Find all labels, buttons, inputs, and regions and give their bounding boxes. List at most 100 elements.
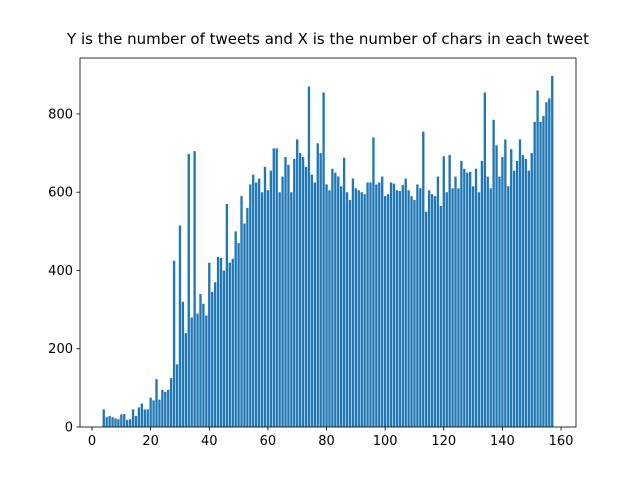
bar [278,192,281,427]
chart-title: Y is the number of tweets and X is the n… [66,30,589,48]
bar [457,188,460,427]
bar [199,293,202,427]
bar [111,417,114,427]
bar [463,168,466,427]
bar [187,153,190,427]
bar [196,313,199,427]
bar [507,186,510,427]
bar [158,399,161,427]
bar [383,196,387,427]
bar [202,303,205,427]
bar [378,182,381,427]
x-tick-label: 60 [260,434,277,449]
bar [354,188,358,427]
bar [360,192,363,427]
bar [504,139,507,428]
bar [310,174,314,427]
bar [281,176,284,427]
bar [366,182,369,427]
bar [307,86,311,427]
bar [213,282,217,427]
y-tick-label: 400 [48,264,73,279]
bar [296,139,299,428]
x-tick-label: 100 [373,434,398,449]
bar [527,170,530,427]
bar [489,188,492,427]
bar [375,184,378,427]
bar [325,184,328,427]
bar [348,200,352,427]
bar [181,301,185,427]
x-tick-label: 0 [88,434,96,449]
bar [436,176,440,427]
bar [334,172,337,427]
y-tick-label: 0 [65,421,73,436]
bar [410,196,413,427]
bar [416,184,419,427]
bar [275,148,278,428]
bar [243,223,246,427]
bar [114,418,117,427]
bar [219,257,223,427]
bar [427,190,431,427]
x-tick-label: 160 [549,434,574,449]
bar [249,184,252,427]
bar [216,256,220,427]
bar [205,315,208,427]
bar [401,185,404,427]
x-tick-label: 120 [431,434,456,449]
bar [140,403,144,427]
bar [466,172,469,427]
bar [131,409,135,427]
bar [234,231,237,427]
bar [469,171,472,427]
bar [545,102,548,427]
bar [486,176,489,427]
bar [108,416,111,427]
bar [269,170,273,427]
bar [331,168,334,427]
bar [439,205,443,427]
bar [137,407,141,427]
y-tick-label: 800 [48,107,73,122]
bar [536,90,539,427]
bar [498,176,501,427]
bar [442,156,445,427]
bar [477,192,481,427]
bar [404,178,407,427]
bar [430,194,434,427]
bar [128,419,132,427]
bar [164,391,167,427]
bar [471,186,475,427]
bar [260,192,264,427]
bar [515,160,519,428]
bar [460,160,463,428]
bar [351,178,355,427]
bar [316,143,319,427]
bar [102,409,105,427]
y-tick-label: 600 [48,186,73,201]
bar [372,137,375,427]
bar [398,191,401,427]
bar [357,190,360,427]
bar [422,131,425,427]
bar [287,164,290,427]
bar [246,207,249,427]
bar [143,409,146,427]
bar [448,155,451,428]
bar [255,182,258,427]
bar [454,176,457,427]
bar [551,76,554,427]
bar [134,416,138,427]
bar [225,203,229,427]
bar [413,200,416,427]
bar [190,317,193,427]
bar [369,182,372,427]
bar [483,92,487,427]
bar [184,333,187,427]
bar [123,414,126,427]
bar [542,115,545,428]
bar [222,270,226,427]
bar [386,194,390,427]
